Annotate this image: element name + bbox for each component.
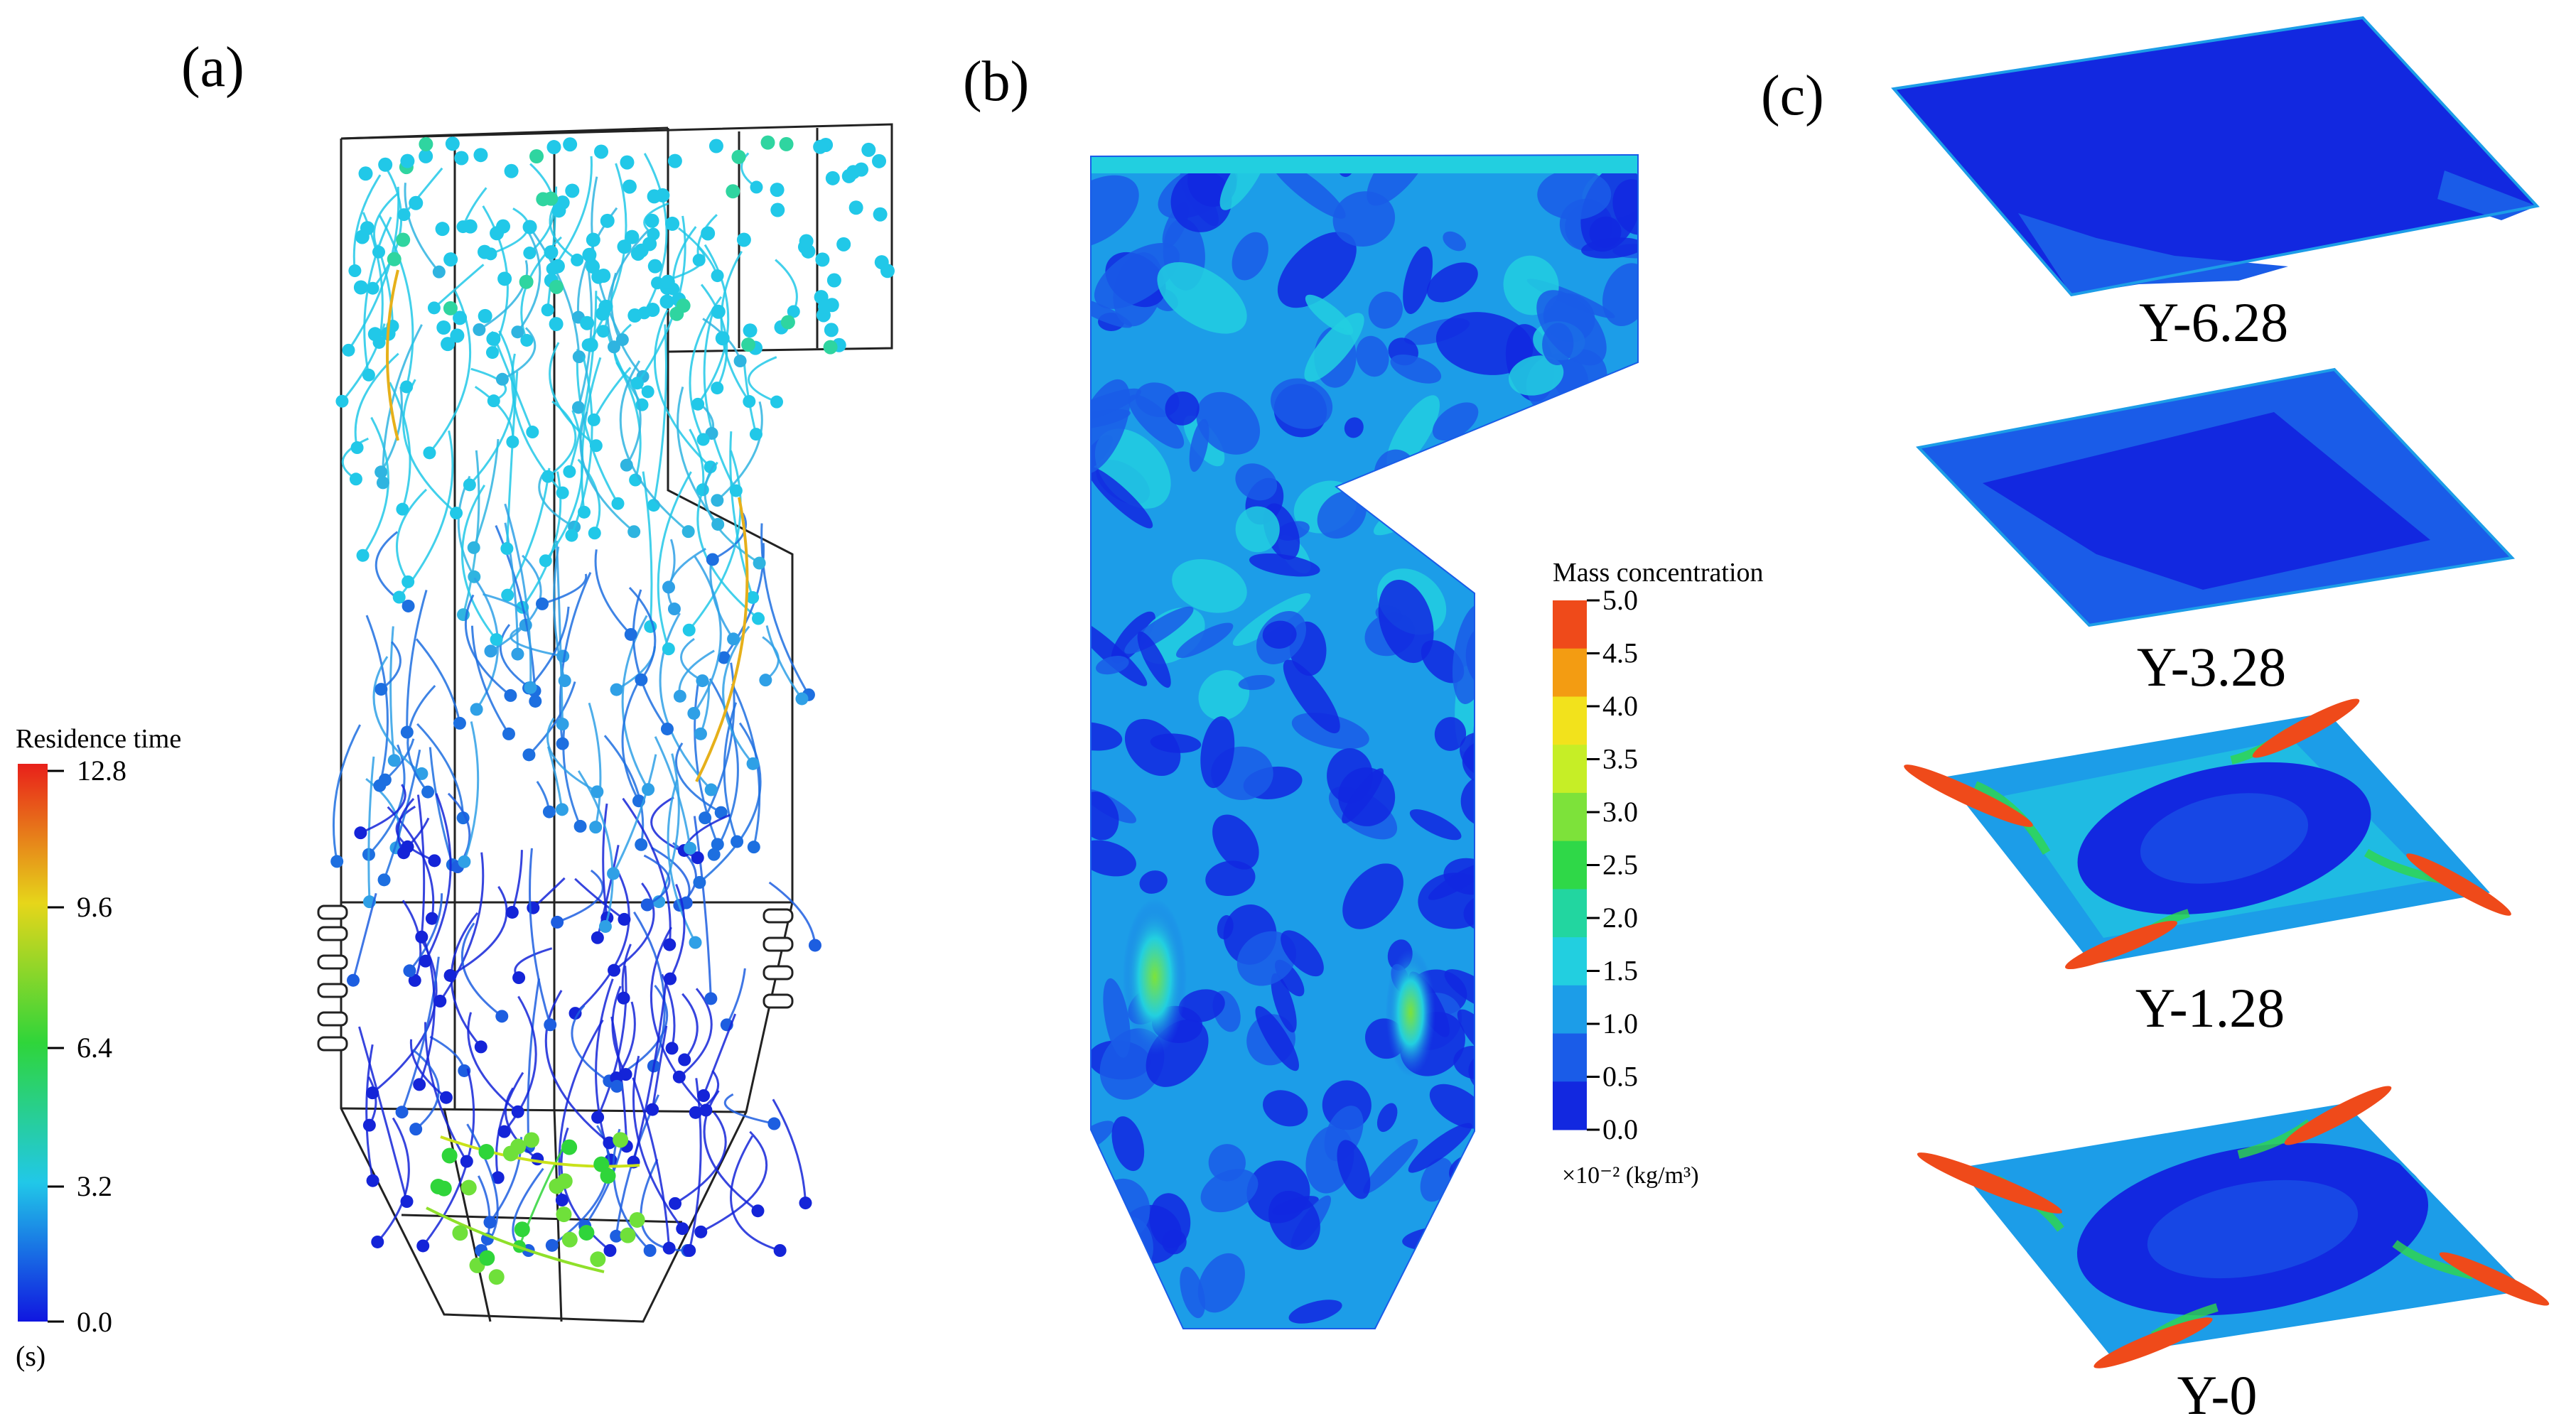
- legend-b-unit: ×10⁻² (kg/m³): [1562, 1162, 1699, 1189]
- legend-b-tick: 3.0: [1602, 796, 1638, 828]
- panel-c-slices: [1891, 16, 2550, 1368]
- slice-y-0: [1917, 1086, 2550, 1368]
- slice-y-1-28: [1904, 698, 2511, 970]
- legend-b-band: [1553, 1033, 1587, 1082]
- legend-b-tick: 0.5: [1602, 1061, 1638, 1093]
- slice-y-6-28: [1891, 16, 2540, 297]
- legend-b-band: [1553, 600, 1587, 649]
- legend-b-tick: 1.5: [1602, 955, 1638, 987]
- particle-trajectories: [330, 135, 895, 1285]
- panel-label-a: (a): [181, 36, 244, 99]
- legend-b-band: [1553, 1081, 1587, 1130]
- burner-jets: [1917, 1086, 2550, 1368]
- legend-b-tick: 0.0: [1602, 1113, 1638, 1145]
- legend-b-band: [1553, 696, 1587, 745]
- legend-a-tick: 9.6: [77, 891, 112, 923]
- slice-label-y-0: Y-0: [2177, 1364, 2258, 1426]
- panel-b-contour: Mass concentration 5.0 4.5 4.0 3.5 3.0 2.5 2.0…: [1090, 153, 1764, 1329]
- legend-b-tick: 2.5: [1602, 849, 1638, 881]
- legend-b-band: [1553, 792, 1587, 842]
- legend-b-title: Mass concentration: [1553, 558, 1764, 588]
- legend-b-band: [1553, 841, 1587, 890]
- legend-b-band: [1553, 889, 1587, 938]
- legend-a-tick: 6.4: [77, 1032, 112, 1064]
- panel-label-c: (c): [1761, 65, 1824, 127]
- legend-b-band: [1553, 648, 1587, 697]
- panel-a-boiler: Residence time 12.8 9.6 6.4 3.2 0.0 (s): [16, 123, 895, 1372]
- legend-b-band: [1553, 985, 1587, 1035]
- burner-nozzles: [317, 904, 794, 1052]
- burner-jets: [1904, 698, 2511, 970]
- legend-b-tick: 2.0: [1602, 902, 1638, 934]
- mass-concentration-legend: Mass concentration 5.0 4.5 4.0 3.5 3.0 2.5 2.0…: [1553, 558, 1764, 1189]
- legend-a-colorbar: [18, 764, 48, 1322]
- legend-b-band: [1553, 745, 1587, 794]
- slice-y-3-28: [1915, 367, 2516, 627]
- panel-label-b: (b): [963, 50, 1030, 113]
- legend-a-tick: 0.0: [77, 1306, 112, 1338]
- residence-time-legend: Residence time 12.8 9.6 6.4 3.2 0.0 (s): [16, 724, 181, 1372]
- slice-label-y-1-28: Y-1.28: [2135, 977, 2285, 1039]
- legend-b-tick: 4.0: [1602, 690, 1638, 722]
- legend-b-tick: 4.5: [1602, 637, 1638, 669]
- legend-a-tick: 3.2: [77, 1170, 112, 1202]
- legend-b-tick: 1.0: [1602, 1008, 1638, 1039]
- legend-b-band: [1553, 937, 1587, 986]
- slice-label-y-6-28: Y-6.28: [2138, 291, 2289, 353]
- legend-b-tick: 3.5: [1602, 743, 1638, 775]
- legend-a-tick: 12.8: [77, 755, 126, 787]
- legend-a-unit: (s): [16, 1340, 45, 1372]
- legend-a-title: Residence time: [16, 724, 181, 754]
- slice-label-y-3-28: Y-3.28: [2136, 636, 2287, 698]
- furnace-outline: [1090, 153, 1639, 1329]
- legend-b-tick: 5.0: [1602, 584, 1638, 616]
